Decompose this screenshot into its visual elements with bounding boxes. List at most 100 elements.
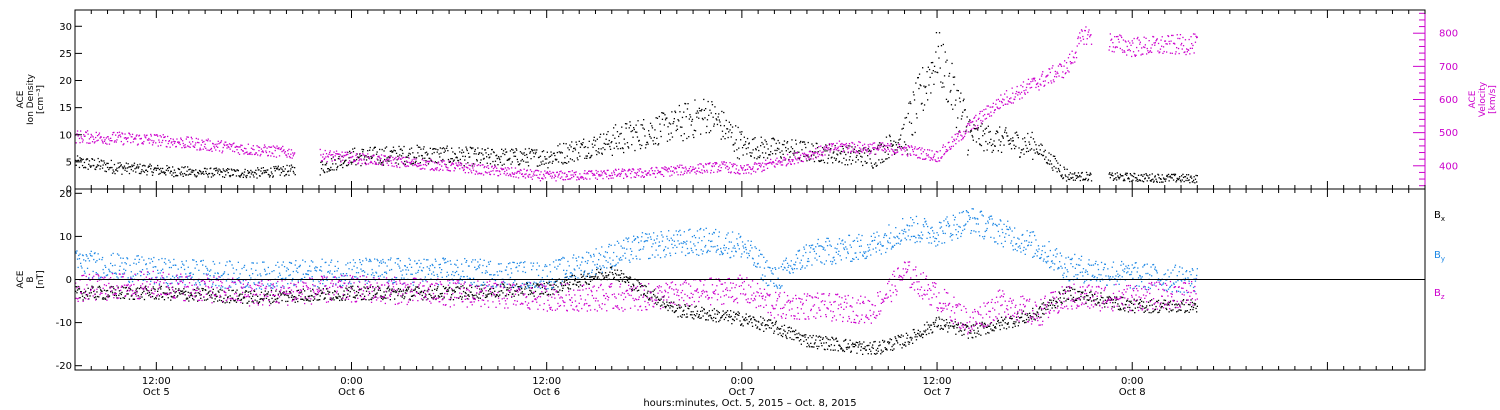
- density-point: [670, 132, 672, 134]
- velocity-point: [667, 171, 669, 173]
- density-point: [525, 161, 527, 163]
- density-point: [194, 175, 196, 177]
- density-point: [633, 127, 635, 129]
- velocity-point: [155, 142, 157, 144]
- bx-point: [443, 297, 445, 299]
- density-point: [669, 139, 671, 141]
- density-point: [1124, 173, 1126, 176]
- bx-point: [272, 301, 274, 303]
- bx-point: [605, 275, 607, 277]
- velocity-point: [86, 130, 89, 132]
- bx-point: [78, 288, 81, 290]
- bx-point: [815, 335, 817, 337]
- density-point: [195, 176, 197, 178]
- velocity-point: [794, 156, 796, 158]
- velocity-point: [710, 169, 712, 172]
- bx-point: [589, 276, 591, 279]
- density-point: [90, 166, 92, 168]
- density-point: [989, 141, 991, 144]
- density-point: [421, 155, 423, 157]
- velocity-point: [566, 175, 568, 177]
- density-point: [1007, 135, 1009, 137]
- density-point: [577, 159, 579, 161]
- velocity-point: [915, 154, 918, 156]
- density-point: [611, 141, 613, 143]
- density-point: [522, 160, 525, 162]
- density-point: [1011, 140, 1013, 142]
- velocity-point: [1147, 51, 1150, 54]
- bx-point: [924, 331, 926, 333]
- velocity-point: [407, 161, 409, 163]
- bx-point: [786, 337, 788, 340]
- velocity-point: [1025, 89, 1027, 91]
- velocity-point: [408, 157, 410, 159]
- density-point: [793, 154, 795, 156]
- density-point: [980, 125, 982, 127]
- density-point: [379, 148, 381, 151]
- density-point: [329, 168, 331, 171]
- velocity-point: [263, 144, 266, 146]
- velocity-point: [197, 138, 199, 140]
- bx-point: [923, 330, 925, 332]
- velocity-point: [798, 157, 800, 159]
- bx-point: [714, 313, 716, 315]
- density-point: [81, 164, 84, 167]
- density-point: [1165, 178, 1167, 180]
- velocity-point: [955, 138, 958, 140]
- bx-point: [756, 326, 759, 328]
- velocity-point: [1039, 83, 1041, 85]
- velocity-point: [768, 162, 770, 164]
- density-point: [1002, 136, 1004, 138]
- density-point: [776, 147, 779, 149]
- density-point: [626, 142, 629, 144]
- velocity-point: [121, 132, 123, 134]
- velocity-point: [634, 172, 636, 174]
- velocity-point: [931, 150, 933, 152]
- velocity-point: [1184, 39, 1187, 41]
- density-point: [464, 159, 466, 161]
- velocity-point: [1119, 34, 1121, 36]
- density-point: [450, 158, 452, 160]
- velocity-point: [254, 153, 256, 155]
- density-point: [566, 162, 568, 164]
- velocity-point: [944, 146, 946, 148]
- bx-point: [339, 299, 341, 302]
- bx-point: [551, 288, 553, 291]
- bx-point: [530, 290, 532, 292]
- velocity-point: [979, 110, 981, 113]
- bx-point: [172, 286, 174, 288]
- density-point: [1068, 174, 1070, 176]
- density-point: [554, 154, 556, 157]
- bx-point: [160, 285, 162, 288]
- bx-point: [734, 316, 736, 318]
- velocity-point: [1124, 51, 1126, 53]
- velocity-point: [923, 149, 926, 151]
- bx-point: [507, 289, 509, 291]
- bx-point: [691, 317, 694, 319]
- density-series: [75, 32, 1198, 184]
- velocity-point: [764, 163, 766, 165]
- density-point: [333, 169, 335, 171]
- bx-point: [627, 277, 629, 279]
- bx-point: [335, 296, 337, 298]
- bx-point: [995, 327, 997, 329]
- bx-point: [471, 294, 473, 296]
- density-point: [872, 167, 874, 169]
- density-point: [955, 99, 957, 101]
- velocity-point: [859, 141, 861, 144]
- bx-point: [214, 298, 216, 300]
- density-point: [652, 140, 654, 142]
- velocity-point: [477, 173, 479, 175]
- bx-point: [250, 292, 252, 295]
- velocity-point: [1108, 49, 1110, 51]
- bx-point: [448, 287, 450, 289]
- bx-point: [609, 271, 611, 273]
- bx-point: [538, 284, 540, 286]
- velocity-point: [716, 162, 718, 165]
- velocity-point: [447, 167, 449, 169]
- velocity-point: [975, 120, 978, 122]
- density-point: [781, 143, 784, 146]
- density-point: [571, 141, 573, 143]
- density-point: [643, 128, 645, 130]
- density-point: [1164, 180, 1167, 182]
